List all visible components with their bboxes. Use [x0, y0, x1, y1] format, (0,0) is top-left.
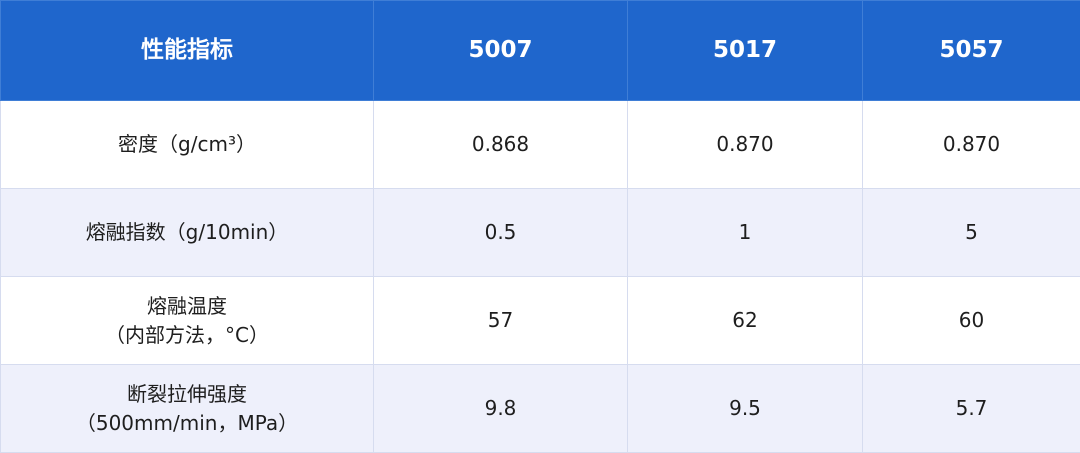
header-cell: 5017	[628, 1, 863, 101]
header-cell: 性能指标	[1, 1, 374, 101]
value-cell: 60	[863, 277, 1080, 365]
value-cell: 5.7	[863, 365, 1080, 453]
property-cell: 熔融温度 （内部方法，°C）	[1, 277, 374, 365]
value-cell: 0.5	[374, 189, 628, 277]
value-cell: 5	[863, 189, 1080, 277]
value-cell: 9.5	[628, 365, 863, 453]
header-cell: 5007	[374, 1, 628, 101]
property-cell: 断裂拉伸强度 （500mm/min，MPa）	[1, 365, 374, 453]
value-cell: 9.8	[374, 365, 628, 453]
value-cell: 1	[628, 189, 863, 277]
property-cell: 熔融指数（g/10min）	[1, 189, 374, 277]
value-cell: 57	[374, 277, 628, 365]
value-cell: 0.868	[374, 101, 628, 189]
property-cell: 密度（g/cm³）	[1, 101, 374, 189]
value-cell: 0.870	[628, 101, 863, 189]
value-cell: 0.870	[863, 101, 1080, 189]
value-cell: 62	[628, 277, 863, 365]
header-cell: 5057	[863, 1, 1080, 101]
